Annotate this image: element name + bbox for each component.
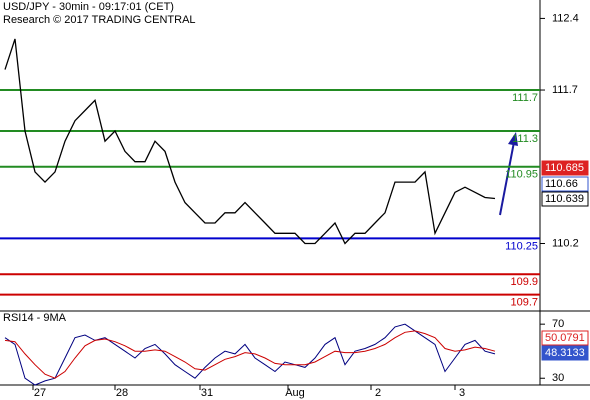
chart-subtitle: Research © 2017 TRADING CENTRAL [3,14,196,26]
price-box-label: 110.685 [545,162,584,174]
price-line [4,38,496,245]
arrow-head [508,132,518,146]
y-tick-label: 112.4 [552,12,579,24]
price-box [541,176,589,192]
x-tick-label: Aug [285,387,305,399]
chart-title: USD/JPY - 30min - 09:17:01 (CET) [3,1,174,13]
rsi-box [541,330,589,346]
level-label: 110.25 [505,240,538,252]
x-tick-label: 28 [116,387,128,399]
y-tick-label: 110.2 [552,237,579,249]
x-tick-label: 31 [201,387,213,399]
x-tick-label: 2 [375,387,381,399]
level-label: 110.95 [505,169,538,181]
price-box [541,160,589,176]
x-tick-label: 3 [459,387,465,399]
rsi-box [541,345,589,361]
rsi-label: RSI14 - 9MA [3,312,67,324]
rsi-box-label: 50.0791 [545,332,585,344]
y-tick-label: 111.7 [552,84,578,96]
rsi-box-label: 48.3133 [545,347,585,359]
x-tick-label: 27 [34,387,46,399]
level-label: 109.7 [510,297,538,309]
rsi-line [4,323,496,386]
price-box [541,191,589,207]
y-tick-label: 30 [552,372,564,384]
level-label: 111.7 [512,92,538,104]
price-box-label: 110.639 [545,193,584,205]
rsi-line [4,330,496,379]
level-label: 111.3 [512,133,538,145]
price-box-label: 110.66 [545,178,578,190]
level-label: 109.9 [510,276,538,288]
projection-arrow [499,141,515,216]
y-tick-label: 70 [552,318,564,330]
